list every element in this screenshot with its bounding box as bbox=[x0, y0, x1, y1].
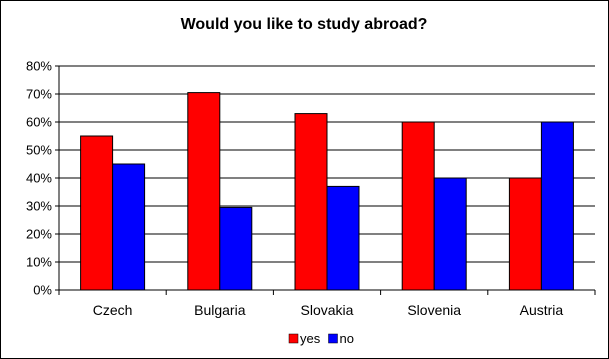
x-category-label: Czech bbox=[93, 302, 133, 318]
legend-label-no: no bbox=[340, 331, 354, 346]
y-tick-label: 60% bbox=[26, 115, 52, 130]
bars bbox=[80, 92, 574, 291]
axes bbox=[55, 65, 596, 295]
y-tick-label: 40% bbox=[26, 171, 52, 186]
y-tick-label: 10% bbox=[26, 255, 52, 270]
y-tick-label: 30% bbox=[26, 199, 52, 214]
bar-no-slovakia bbox=[326, 185, 360, 291]
x-category-label: Slovakia bbox=[301, 302, 354, 318]
legend-swatch-no bbox=[328, 333, 338, 344]
legend-label-yes: yes bbox=[300, 331, 321, 346]
bar-no-czech bbox=[112, 163, 146, 291]
bar-no-slovenia bbox=[433, 177, 467, 291]
legend-swatch-yes bbox=[288, 333, 299, 344]
y-tick-labels: 0% 10% 20% 30% 40% 50% 60% 70% 80% bbox=[26, 59, 52, 298]
bar-no-austria bbox=[540, 121, 574, 291]
x-category-label: Slovenia bbox=[407, 302, 461, 318]
chart-title: Would you like to study abroad? bbox=[181, 16, 428, 33]
bar-yes-slovenia bbox=[401, 121, 435, 291]
x-category-labels: Czech Bulgaria Slovakia Slovenia Austria bbox=[93, 302, 564, 318]
y-tick-label: 70% bbox=[26, 87, 52, 102]
x-category-label: Bulgaria bbox=[194, 302, 246, 318]
bar-yes-slovakia bbox=[294, 113, 328, 291]
bar-yes-czech bbox=[80, 135, 114, 291]
bar-yes-austria bbox=[508, 177, 542, 291]
y-tick-label: 0% bbox=[33, 283, 52, 298]
legend: yes no bbox=[288, 331, 354, 346]
bar-yes-bulgaria bbox=[187, 92, 221, 291]
y-tick-label: 20% bbox=[26, 227, 52, 242]
y-tick-label: 80% bbox=[26, 59, 52, 74]
x-category-label: Austria bbox=[520, 302, 564, 318]
y-tick-label: 50% bbox=[26, 143, 52, 158]
bar-no-bulgaria bbox=[219, 206, 253, 291]
